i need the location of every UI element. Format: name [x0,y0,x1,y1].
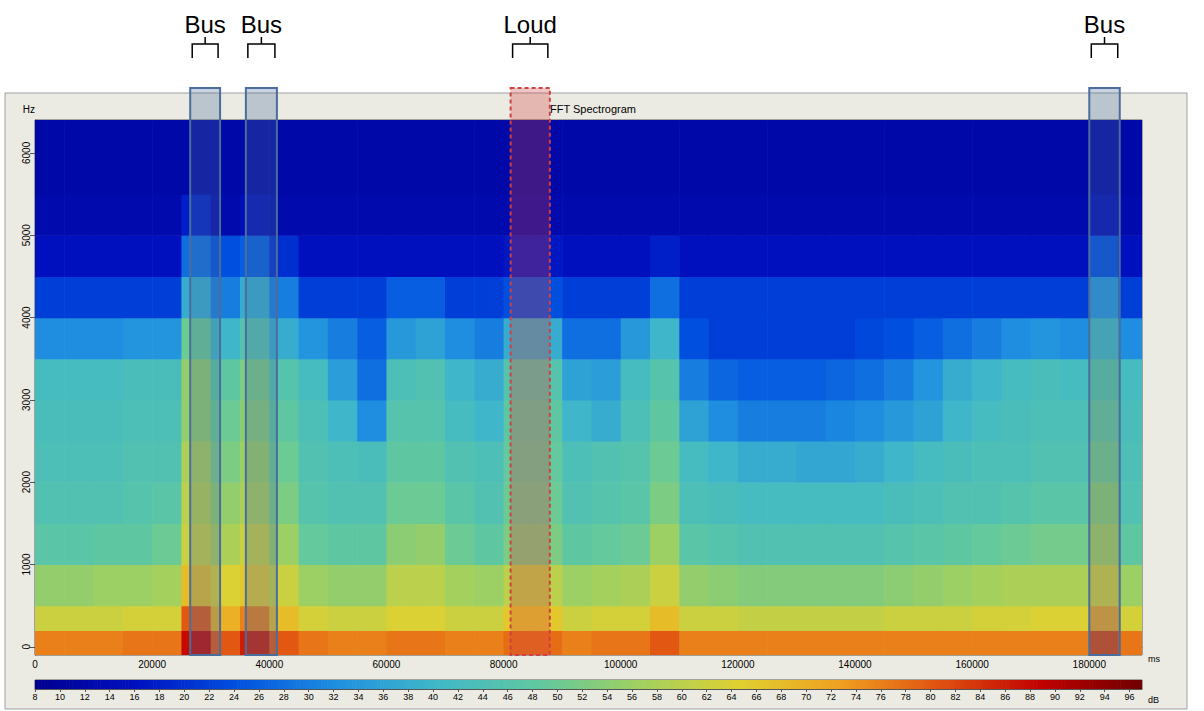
svg-text:180000: 180000 [1073,659,1107,670]
svg-text:92: 92 [1075,692,1085,702]
svg-text:68: 68 [776,692,786,702]
svg-text:160000: 160000 [955,659,989,670]
svg-text:2000: 2000 [21,471,32,494]
svg-text:38: 38 [403,692,413,702]
svg-text:FFT Spectrogram: FFT Spectrogram [550,103,636,115]
svg-text:72: 72 [826,692,836,702]
svg-text:80: 80 [926,692,936,702]
svg-text:58: 58 [652,692,662,702]
svg-text:8: 8 [32,692,37,702]
svg-text:66: 66 [751,692,761,702]
svg-text:0: 0 [21,644,32,650]
svg-text:Loud: Loud [504,11,557,38]
svg-text:70: 70 [801,692,811,702]
svg-text:16: 16 [129,692,139,702]
svg-text:18: 18 [154,692,164,702]
svg-text:Bus: Bus [241,11,282,38]
svg-text:36: 36 [378,692,388,702]
svg-text:82: 82 [950,692,960,702]
svg-text:5000: 5000 [21,224,32,247]
svg-text:94: 94 [1100,692,1110,702]
svg-text:40: 40 [428,692,438,702]
svg-text:74: 74 [851,692,861,702]
svg-text:50: 50 [552,692,562,702]
svg-text:32: 32 [329,692,339,702]
svg-text:88: 88 [1025,692,1035,702]
svg-text:62: 62 [702,692,712,702]
svg-text:28: 28 [279,692,289,702]
svg-text:Bus: Bus [184,11,225,38]
svg-text:48: 48 [528,692,538,702]
svg-text:34: 34 [353,692,363,702]
svg-text:4000: 4000 [21,306,32,329]
svg-text:96: 96 [1125,692,1135,702]
svg-text:100000: 100000 [604,659,638,670]
svg-text:86: 86 [1000,692,1010,702]
svg-text:10: 10 [55,692,65,702]
svg-text:20: 20 [179,692,189,702]
svg-text:12: 12 [80,692,90,702]
svg-text:6000: 6000 [21,141,32,164]
svg-text:1000: 1000 [21,553,32,576]
svg-text:44: 44 [478,692,488,702]
svg-text:80000: 80000 [490,659,518,670]
svg-text:40000: 40000 [255,659,283,670]
svg-text:24: 24 [229,692,239,702]
svg-text:46: 46 [503,692,513,702]
svg-text:60000: 60000 [373,659,401,670]
svg-text:52: 52 [577,692,587,702]
svg-text:54: 54 [602,692,612,702]
svg-text:56: 56 [627,692,637,702]
svg-text:0: 0 [32,659,38,670]
svg-text:ms: ms [1148,654,1160,664]
svg-text:20000: 20000 [138,659,166,670]
svg-text:3000: 3000 [21,388,32,411]
svg-text:120000: 120000 [721,659,755,670]
svg-text:26: 26 [254,692,264,702]
svg-text:14: 14 [105,692,115,702]
svg-text:84: 84 [975,692,985,702]
svg-text:76: 76 [876,692,886,702]
svg-text:22: 22 [204,692,214,702]
svg-text:30: 30 [304,692,314,702]
svg-text:dB: dB [1148,695,1159,705]
svg-text:Hz: Hz [23,104,35,115]
svg-text:64: 64 [727,692,737,702]
svg-text:42: 42 [453,692,463,702]
svg-text:140000: 140000 [838,659,872,670]
svg-text:90: 90 [1050,692,1060,702]
svg-text:Bus: Bus [1084,11,1125,38]
svg-text:78: 78 [901,692,911,702]
svg-text:60: 60 [677,692,687,702]
